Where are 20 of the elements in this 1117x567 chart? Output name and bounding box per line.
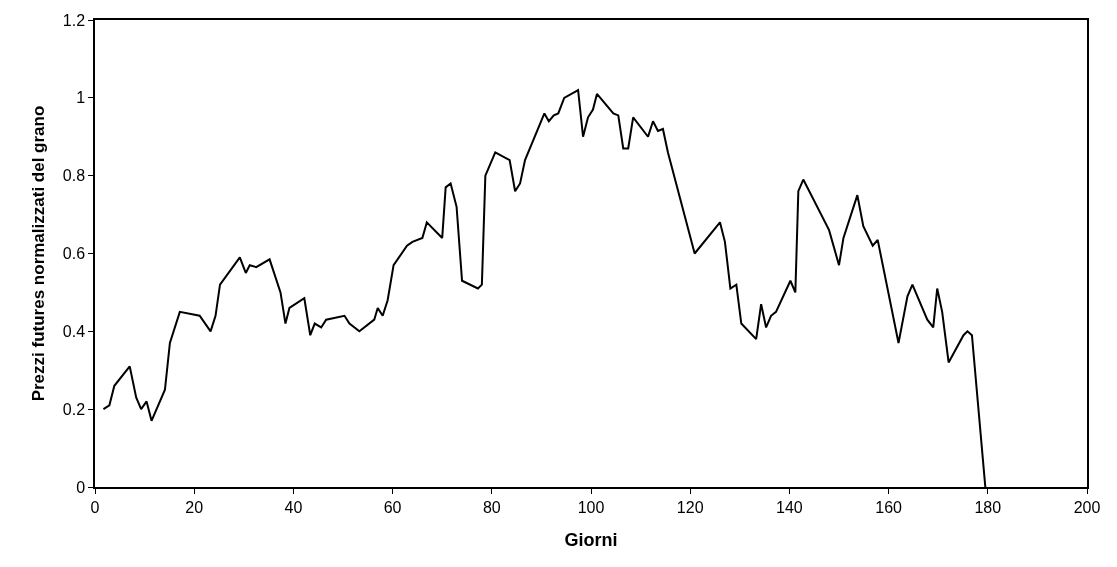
y-axis-title: Prezzi futures normalizzati del grano bbox=[28, 105, 48, 402]
y-tick-label: 0.4 bbox=[62, 322, 86, 340]
x-tick-label: 180 bbox=[974, 498, 1002, 516]
x-tick-label: 20 bbox=[185, 498, 204, 516]
x-tick-label: 120 bbox=[676, 498, 704, 516]
x-tick-label: 160 bbox=[875, 498, 903, 516]
x-tick-label: 0 bbox=[90, 498, 100, 516]
y-tick-label: 0 bbox=[76, 478, 86, 496]
y-tick-label: 0.6 bbox=[62, 245, 86, 263]
x-axis-title: Giorni bbox=[564, 529, 618, 550]
x-tick-label: 100 bbox=[577, 498, 605, 516]
y-tick-label: 1 bbox=[76, 89, 86, 107]
x-tick-label: 200 bbox=[1073, 498, 1101, 516]
x-tick-label: 60 bbox=[383, 498, 402, 516]
x-tick-label: 140 bbox=[776, 498, 803, 516]
y-tick-label: 0.2 bbox=[62, 400, 86, 418]
x-tick-label: 40 bbox=[284, 498, 303, 516]
x-tick-label: 80 bbox=[482, 498, 501, 516]
y-tick-label: 1.2 bbox=[62, 11, 86, 29]
y-tick-label: 0.8 bbox=[62, 167, 86, 185]
